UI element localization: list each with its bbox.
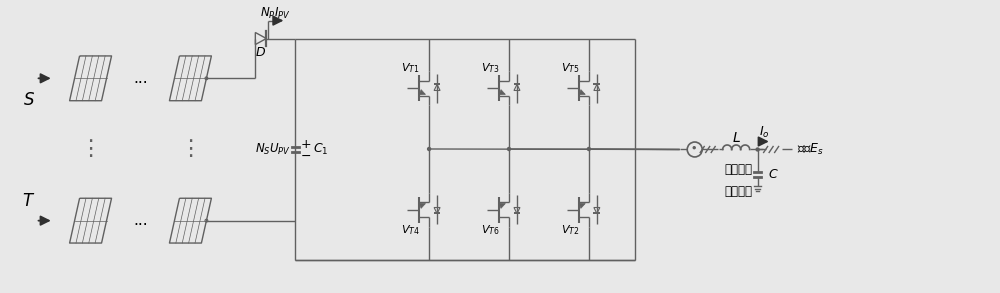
Text: $S$: $S$: [23, 91, 35, 109]
Text: $V_{T4}$: $V_{T4}$: [401, 223, 420, 236]
Text: $V_{T6}$: $V_{T6}$: [481, 223, 499, 236]
Text: $T$: $T$: [22, 192, 35, 210]
Text: $V_{T1}$: $V_{T1}$: [401, 62, 419, 75]
Text: $C$: $C$: [768, 168, 778, 181]
Circle shape: [587, 147, 590, 151]
Text: $L$: $L$: [732, 131, 741, 144]
Text: $C_1$: $C_1$: [313, 142, 329, 157]
Text: $V_{T3}$: $V_{T3}$: [481, 62, 499, 75]
Text: ⋮: ⋮: [79, 139, 102, 159]
Circle shape: [756, 148, 759, 151]
Text: $N_P I_{PV}$: $N_P I_{PV}$: [260, 6, 291, 21]
Text: 滤波电感: 滤波电感: [725, 163, 753, 176]
Text: ...: ...: [133, 71, 148, 86]
Circle shape: [428, 147, 431, 151]
Circle shape: [507, 147, 510, 151]
Text: $V_{T2}$: $V_{T2}$: [561, 223, 579, 236]
Text: ⋮: ⋮: [179, 139, 202, 159]
Circle shape: [693, 147, 695, 149]
Text: $N_S U_{PV}$: $N_S U_{PV}$: [255, 142, 291, 157]
Text: ...: ...: [133, 213, 148, 228]
Text: $D$: $D$: [255, 46, 266, 59]
Text: 电网$E_s$: 电网$E_s$: [797, 142, 824, 157]
Text: 滤波电容: 滤波电容: [725, 185, 753, 198]
Text: $+$: $+$: [300, 138, 311, 151]
Text: $V_{T5}$: $V_{T5}$: [561, 62, 579, 75]
Text: $-$: $-$: [300, 149, 311, 162]
Text: $I_o$: $I_o$: [759, 125, 770, 140]
